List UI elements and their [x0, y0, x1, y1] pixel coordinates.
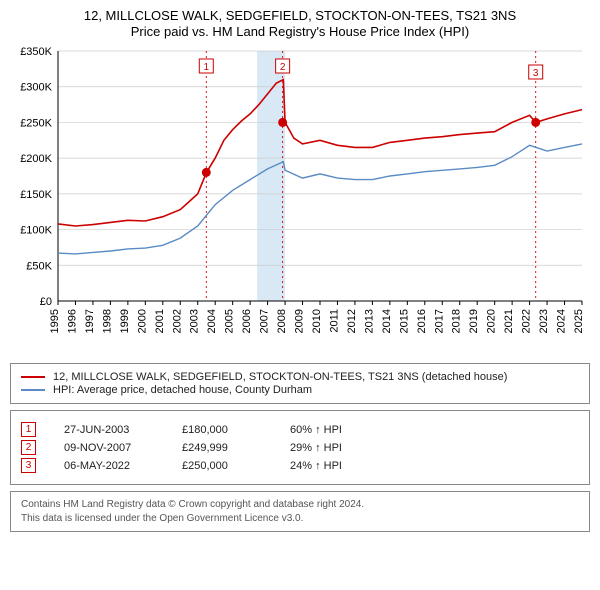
svg-text:£300K: £300K — [20, 82, 52, 94]
svg-text:2007: 2007 — [259, 309, 271, 333]
attribution-line2: This data is licensed under the Open Gov… — [21, 512, 579, 526]
legend-label: HPI: Average price, detached house, Coun… — [53, 384, 312, 396]
svg-text:2024: 2024 — [556, 309, 568, 333]
svg-text:2022: 2022 — [521, 309, 533, 333]
svg-text:1998: 1998 — [101, 309, 113, 333]
svg-text:2025: 2025 — [573, 309, 585, 333]
legend-row: HPI: Average price, detached house, Coun… — [21, 384, 579, 396]
title-line2: Price paid vs. HM Land Registry's House … — [10, 24, 590, 39]
legend: 12, MILLCLOSE WALK, SEDGEFIELD, STOCKTON… — [10, 363, 590, 404]
line-chart: £0 £50K £100K £150K £200K £250K £300K £350K 1995… — [10, 45, 590, 355]
legend-swatch — [21, 376, 45, 378]
chart-title: 12, MILLCLOSE WALK, SEDGEFIELD, STOCKTON… — [10, 8, 590, 39]
svg-text:£200K: £200K — [20, 153, 52, 165]
attribution: Contains HM Land Registry data © Crown c… — [10, 491, 590, 532]
svg-text:1999: 1999 — [119, 309, 131, 333]
svg-text:3: 3 — [533, 68, 539, 79]
svg-text:2001: 2001 — [154, 309, 166, 333]
svg-text:2017: 2017 — [433, 309, 445, 333]
event-pct: 24% ↑ HPI — [290, 460, 342, 472]
legend-row: 12, MILLCLOSE WALK, SEDGEFIELD, STOCKTON… — [21, 371, 579, 383]
svg-text:2003: 2003 — [189, 309, 201, 333]
svg-text:£150K: £150K — [20, 189, 52, 201]
event-price: £249,999 — [182, 442, 262, 454]
event-pct: 29% ↑ HPI — [290, 442, 342, 454]
svg-text:2021: 2021 — [503, 309, 515, 333]
event-marker: 1 — [21, 422, 36, 437]
svg-text:2006: 2006 — [241, 309, 253, 333]
legend-label: 12, MILLCLOSE WALK, SEDGEFIELD, STOCKTON… — [53, 371, 507, 383]
event-date: 06-MAY-2022 — [64, 460, 154, 472]
svg-text:£350K: £350K — [20, 46, 52, 58]
svg-text:1996: 1996 — [66, 309, 78, 333]
event-pct: 60% ↑ HPI — [290, 424, 342, 436]
svg-text:2013: 2013 — [363, 309, 375, 333]
event-row: 3 06-MAY-2022 £250,000 24% ↑ HPI — [21, 458, 579, 473]
event-row: 1 27-JUN-2003 £180,000 60% ↑ HPI — [21, 422, 579, 437]
svg-text:2020: 2020 — [486, 309, 498, 333]
svg-text:2012: 2012 — [346, 309, 358, 333]
event-row: 2 09-NOV-2007 £249,999 29% ↑ HPI — [21, 440, 579, 455]
attribution-line1: Contains HM Land Registry data © Crown c… — [21, 498, 579, 512]
svg-text:2010: 2010 — [311, 309, 323, 333]
event-price: £250,000 — [182, 460, 262, 472]
event-date: 27-JUN-2003 — [64, 424, 154, 436]
svg-text:2009: 2009 — [294, 309, 306, 333]
svg-text:2019: 2019 — [468, 309, 480, 333]
svg-text:£100K: £100K — [20, 225, 52, 237]
svg-text:2016: 2016 — [416, 309, 428, 333]
svg-text:2018: 2018 — [451, 309, 463, 333]
svg-text:2023: 2023 — [538, 309, 550, 333]
svg-text:£250K: £250K — [20, 117, 52, 129]
svg-text:2008: 2008 — [276, 309, 288, 333]
svg-text:2005: 2005 — [224, 309, 236, 333]
svg-text:2: 2 — [280, 62, 286, 73]
svg-text:1995: 1995 — [49, 309, 61, 333]
svg-text:1: 1 — [204, 62, 210, 73]
event-marker: 3 — [21, 458, 36, 473]
svg-text:£0: £0 — [40, 296, 52, 308]
event-marker: 2 — [21, 440, 36, 455]
event-price: £180,000 — [182, 424, 262, 436]
legend-swatch — [21, 389, 45, 391]
svg-text:2000: 2000 — [136, 309, 148, 333]
event-date: 09-NOV-2007 — [64, 442, 154, 454]
title-line1: 12, MILLCLOSE WALK, SEDGEFIELD, STOCKTON… — [10, 8, 590, 23]
svg-text:2011: 2011 — [328, 309, 340, 333]
svg-text:2014: 2014 — [381, 309, 393, 333]
chart-area: £0 £50K £100K £150K £200K £250K £300K £350K 1995… — [10, 45, 590, 355]
svg-text:2015: 2015 — [398, 309, 410, 333]
svg-text:1997: 1997 — [84, 309, 96, 333]
svg-text:2002: 2002 — [171, 309, 183, 333]
svg-text:£50K: £50K — [26, 260, 52, 272]
events-table: 1 27-JUN-2003 £180,000 60% ↑ HPI 2 09-NOV-200… — [10, 410, 590, 485]
svg-text:2004: 2004 — [206, 309, 218, 333]
